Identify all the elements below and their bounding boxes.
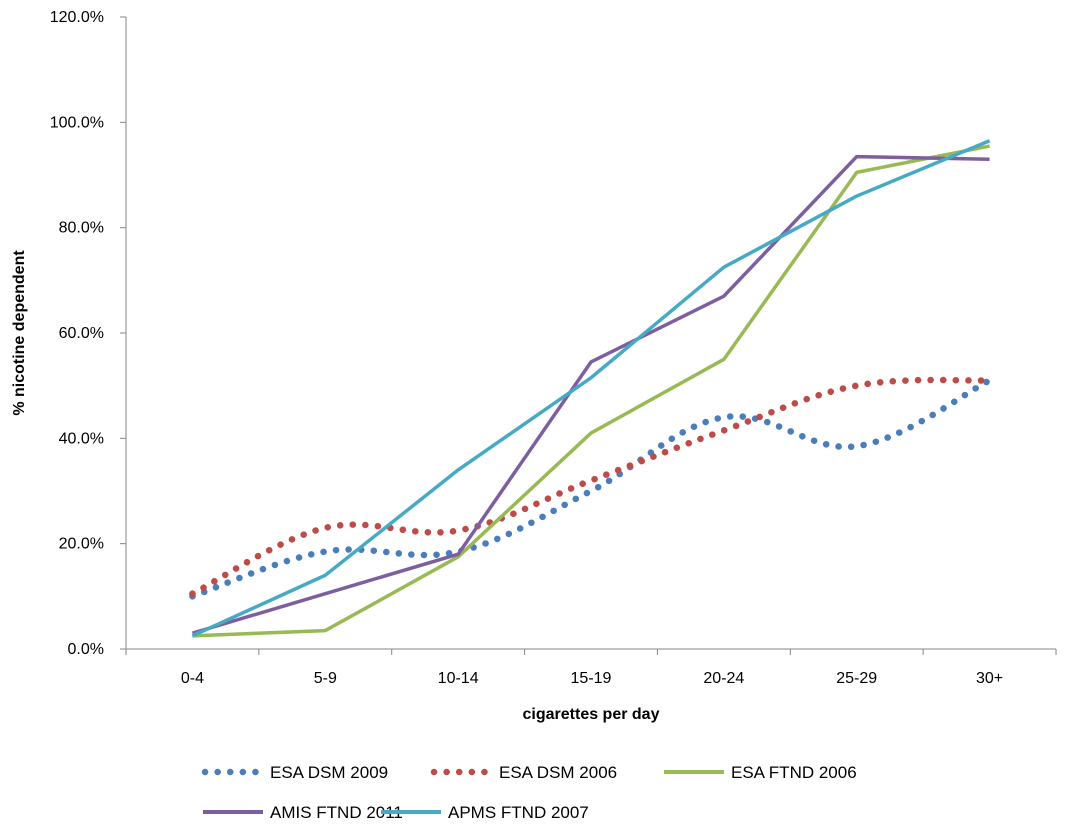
legend-label: ESA DSM 2009 <box>270 763 388 782</box>
y-tick-label: 0.0% <box>68 641 104 658</box>
y-tick-labels: 0.0% 20.0% 40.0% 60.0% 80.0% 100.0% 120.0% <box>50 9 126 658</box>
legend-label: APMS FTND 2007 <box>448 803 589 822</box>
legend-item: APMS FTND 2007 <box>381 803 589 822</box>
y-tick-label: 80.0% <box>59 220 104 237</box>
x-tick-label: 25-29 <box>836 670 877 687</box>
axes <box>125 17 1056 650</box>
x-tick-label: 0-4 <box>181 670 204 687</box>
x-tick-label: 30+ <box>976 670 1003 687</box>
legend: ESA DSM 2009 ESA DSM 2006 ESA FTND 2006 AMI… <box>201 763 857 822</box>
series-line-esa-ftnd-2006 <box>192 144 990 638</box>
y-tick-label: 40.0% <box>59 430 104 447</box>
y-tick-label: 120.0% <box>50 9 104 26</box>
series-line-apms-ftnd-2007 <box>191 139 991 638</box>
x-tick-label: 5-9 <box>314 670 337 687</box>
legend-label: AMIS FTND 2011 <box>270 803 403 822</box>
y-tick-label: 20.0% <box>59 536 104 553</box>
legend-item: AMIS FTND 2011 <box>203 803 403 822</box>
x-tick-labels: 0-4 5-9 10-14 15-19 20-24 25-29 30+ <box>125 649 1057 687</box>
legend-item: ESA DSM 2006 <box>430 763 617 782</box>
series-line-amis-ftnd-2011 <box>191 154 990 635</box>
y-tick-label: 100.0% <box>50 114 104 131</box>
series-line-esa-dsm-2006 <box>189 376 993 597</box>
x-tick-label: 10-14 <box>438 670 479 687</box>
legend-item: ESA DSM 2009 <box>201 763 388 782</box>
x-tick-label: 20-24 <box>703 670 744 687</box>
x-tick-label: 15-19 <box>571 670 612 687</box>
y-tick-label: 60.0% <box>59 325 104 342</box>
series-line-esa-dsm-2009 <box>189 377 993 600</box>
legend-label: ESA FTND 2006 <box>731 763 857 782</box>
plot-area <box>189 139 993 638</box>
legend-label: ESA DSM 2006 <box>499 763 617 782</box>
legend-item: ESA FTND 2006 <box>664 763 857 782</box>
x-axis-title: cigarettes per day <box>523 706 660 723</box>
y-axis-title: % nicotine dependent <box>11 250 28 416</box>
